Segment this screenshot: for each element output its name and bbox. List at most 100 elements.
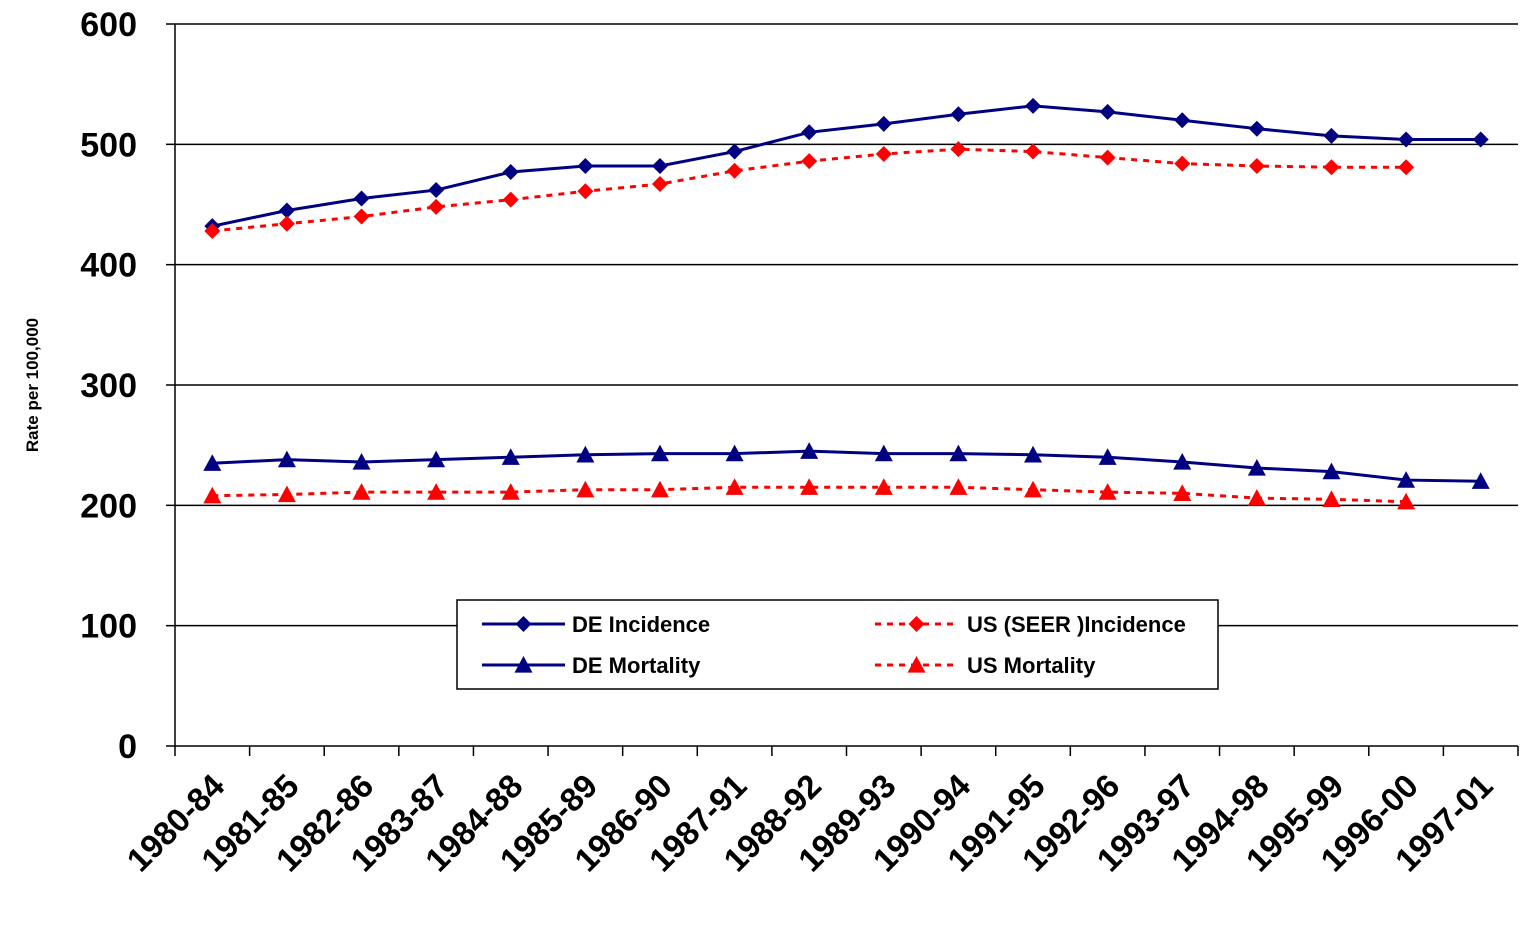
- data-point-diamond: [278, 202, 295, 219]
- data-point-triangle: [1247, 489, 1266, 506]
- data-point-diamond: [1174, 155, 1191, 172]
- data-point-triangle: [650, 444, 669, 462]
- data-point-diamond: [1099, 149, 1116, 166]
- data-point-diamond: [353, 208, 370, 225]
- data-point-triangle: [1098, 448, 1117, 465]
- data-point-diamond: [1025, 143, 1042, 160]
- data-point-diamond: [875, 115, 892, 132]
- data-point-diamond: [577, 157, 594, 174]
- data-point-diamond: [1398, 159, 1415, 176]
- series-line: [212, 449, 1481, 483]
- data-point-triangle: [650, 480, 669, 498]
- data-point-triangle: [725, 478, 744, 495]
- series-us-seer-incidence: [204, 141, 1415, 239]
- legend: DE Incidence US (SEER )Incidence DE Mortal…: [456, 599, 1219, 690]
- legend-entry: US Mortality: [875, 653, 1096, 678]
- legend-entry: US (SEER )Incidence: [875, 612, 1186, 637]
- data-point-diamond: [1174, 112, 1191, 129]
- series-line: [211, 104, 1481, 228]
- data-point-diamond: [502, 191, 519, 208]
- data-point-triangle: [874, 444, 893, 462]
- data-point-triangle: [800, 478, 819, 495]
- y-axis-label: Rate per 100,000: [23, 318, 42, 452]
- data-point-triangle: [352, 453, 371, 470]
- y-tick-labels: 0 100 200 300 400 500 600: [80, 6, 137, 766]
- x-tick-labels: 1980-841981-851982-861983-871984-881985-…: [119, 766, 1499, 878]
- data-point-diamond: [353, 190, 370, 207]
- data-point-triangle: [501, 448, 520, 465]
- data-point-diamond: [1248, 120, 1265, 137]
- data-point-diamond: [1398, 131, 1415, 148]
- data-point-triangle: [874, 478, 893, 495]
- data-point-diamond: [1323, 159, 1340, 176]
- data-point-triangle: [203, 486, 222, 504]
- data-point-diamond: [801, 124, 818, 141]
- data-point-triangle: [1322, 462, 1341, 480]
- data-point-diamond: [204, 222, 221, 239]
- legend-box: [456, 599, 1219, 690]
- y-tick-label: 0: [118, 728, 137, 766]
- data-point-triangle: [949, 444, 968, 462]
- data-point-triangle: [427, 450, 446, 468]
- series: [203, 97, 1490, 510]
- data-point-triangle: [907, 656, 926, 673]
- legend-label: US Mortality: [967, 653, 1096, 678]
- data-point-diamond: [1472, 131, 1489, 148]
- legend-entry: DE Mortality: [482, 653, 701, 678]
- data-point-triangle: [427, 483, 446, 500]
- data-point-diamond: [801, 153, 818, 170]
- series-de-incidence: [204, 97, 1489, 235]
- data-point-triangle: [1397, 492, 1416, 510]
- legend-label: US (SEER )Incidence: [967, 612, 1186, 637]
- data-point-diamond: [950, 106, 967, 123]
- y-tick-label: 400: [80, 247, 137, 285]
- data-point-triangle: [576, 445, 595, 463]
- data-point-triangle: [1173, 484, 1192, 501]
- legend-entry: DE Incidence: [482, 612, 710, 637]
- series-de-mortality: [203, 442, 1490, 489]
- data-point-diamond: [875, 145, 892, 162]
- data-point-triangle: [1471, 472, 1490, 489]
- y-tick-label: 100: [80, 608, 137, 646]
- data-point-diamond: [950, 141, 967, 158]
- data-point-diamond: [278, 215, 295, 232]
- data-point-diamond: [577, 183, 594, 200]
- data-point-triangle: [725, 444, 744, 462]
- data-point-triangle: [514, 656, 533, 673]
- y-tick-label: 200: [80, 487, 137, 525]
- data-point-diamond: [515, 616, 532, 632]
- data-point-triangle: [576, 480, 595, 498]
- data-point-triangle: [949, 478, 968, 495]
- data-point-triangle: [1322, 490, 1341, 507]
- data-point-triangle: [1247, 459, 1266, 476]
- data-point-triangle: [1024, 480, 1043, 498]
- data-point-diamond: [428, 182, 445, 199]
- data-point-triangle: [277, 450, 296, 468]
- data-point-diamond: [1248, 157, 1265, 174]
- data-point-diamond: [726, 143, 743, 160]
- data-point-triangle: [352, 483, 371, 500]
- data-point-diamond: [908, 616, 925, 632]
- axes: [166, 23, 1519, 756]
- data-point-diamond: [651, 157, 668, 174]
- y-tick-label: 300: [80, 367, 137, 405]
- data-point-triangle: [1098, 483, 1117, 500]
- data-point-triangle: [203, 454, 222, 471]
- data-point-diamond: [1099, 103, 1116, 120]
- legend-label: DE Mortality: [572, 653, 701, 678]
- data-point-triangle: [1173, 453, 1192, 470]
- data-point-triangle: [277, 485, 296, 503]
- series-us-mortality: [203, 478, 1416, 510]
- gridlines: [175, 23, 1518, 627]
- y-tick-label: 600: [80, 6, 137, 44]
- data-point-triangle: [1397, 471, 1416, 488]
- data-point-diamond: [428, 198, 445, 215]
- data-point-diamond: [651, 176, 668, 193]
- data-point-triangle: [1024, 445, 1043, 463]
- data-point-diamond: [1323, 127, 1340, 144]
- y-tick-label: 500: [80, 126, 137, 164]
- data-point-triangle: [501, 483, 520, 500]
- legend-label: DE Incidence: [572, 612, 710, 637]
